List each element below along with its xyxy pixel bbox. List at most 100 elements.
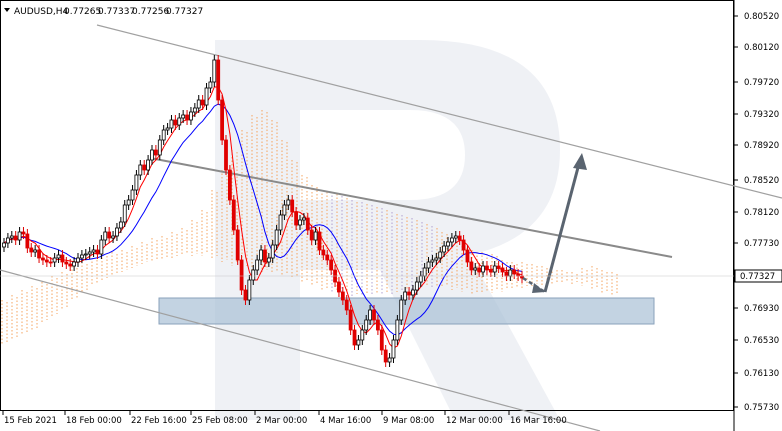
price-tick-label: 0.78920 [744,141,779,151]
candle-body [477,267,482,273]
candle-body [348,309,353,331]
price-tick-label: 0.79320 [744,110,779,120]
candle-body [379,329,384,351]
candle-body [87,251,92,255]
candle-body [251,269,256,281]
candle-body [375,319,380,331]
candle-body [481,265,485,273]
close-value: 0.77327 [166,7,203,17]
candle-body [372,309,376,321]
candle-body [37,249,41,259]
candle-body [153,149,158,156]
candle-body [387,357,392,363]
candle-body [407,291,411,296]
candle-body [29,247,34,253]
candle-body [274,229,279,246]
candle-body [461,239,466,251]
candle-body [173,119,178,126]
candle-body [325,254,330,261]
candle-body [208,81,213,89]
price-axis[interactable]: 0.80520 0.80120 0.79720 0.79320 0.78920 0.785… [734,12,779,413]
current-price-badge: 0.77327 [734,269,782,283]
candle-body [340,291,345,301]
forecast-dip-arrow-icon [532,283,545,293]
price-tick-label: 0.80520 [744,12,779,22]
time-tick-label: 15 Feb 2021 [4,416,57,426]
tenkan-sen-line [3,86,523,349]
candle-body [79,254,84,259]
candle-body [192,107,197,113]
candle-body [399,299,404,321]
candle-body [457,235,462,241]
candle-body [418,275,423,283]
candle-body [488,269,493,273]
time-tick-label: 12 Mar 00:00 [446,416,503,426]
candle-body [485,265,489,271]
candle-body [434,257,439,261]
candle-body [492,265,497,273]
candle-body [391,339,396,359]
candle-body [64,261,69,265]
candle-body [414,281,419,291]
candle-body [395,319,400,341]
candle-body [317,231,322,251]
candle-body [309,229,314,241]
candle-body [449,237,454,243]
candle-body [99,239,104,255]
candle-body [329,259,334,271]
candle-body [298,219,302,226]
candle-body [118,221,123,229]
candle-body [504,271,509,277]
channel-lower-line [0,269,601,431]
candle-body [126,199,131,206]
candle-body [453,235,458,239]
candle-body [130,189,135,201]
candle-body [368,309,373,321]
candle-body [212,59,217,83]
candle-body [115,227,119,237]
candle-body [231,199,236,231]
candle-body [270,244,275,259]
time-tick-label: 22 Feb 16:00 [131,416,187,426]
candle-body [216,59,221,101]
candle-body [364,319,369,331]
candle-body [72,261,77,267]
forecast-path [522,153,587,294]
price-tick-label: 0.77730 [744,239,779,249]
candle-body [5,237,10,244]
candle-body [383,349,388,363]
candle-body [512,269,517,275]
support-zone [158,297,655,325]
candle-body [321,249,326,256]
candle-body [422,267,427,277]
price-tick-label: 0.80120 [744,43,779,53]
candle-body [76,257,80,263]
candle-body [13,235,18,241]
candle-body [21,231,26,235]
candle-body [282,204,287,216]
candle-body [294,211,299,226]
candle-body [196,99,201,109]
candle-body [266,257,271,263]
candle-body [146,159,151,171]
time-axis[interactable]: 15 Feb 2021 18 Feb 00:00 22 Feb 16:00 25 Fe… [2,411,567,426]
candle-body [41,257,45,261]
candle-body [9,235,14,239]
time-tick-label: 18 Feb 00:00 [66,416,122,426]
candle-body [360,329,365,341]
candle-body [290,199,295,213]
candle-body [181,114,186,119]
triangle-down-icon[interactable] [4,8,10,12]
symbol-timeframe-label: AUDUSD,H4 [14,7,69,17]
candle-body [426,261,431,269]
price-tick-label: 0.76930 [744,304,779,314]
open-value: 0.77265 [64,7,101,17]
candle-body [259,249,263,261]
candle-body [52,257,57,263]
candle-body [189,111,193,121]
current-price-label: 0.77327 [740,272,775,282]
candle-body [169,119,174,129]
candle-body [185,114,189,121]
